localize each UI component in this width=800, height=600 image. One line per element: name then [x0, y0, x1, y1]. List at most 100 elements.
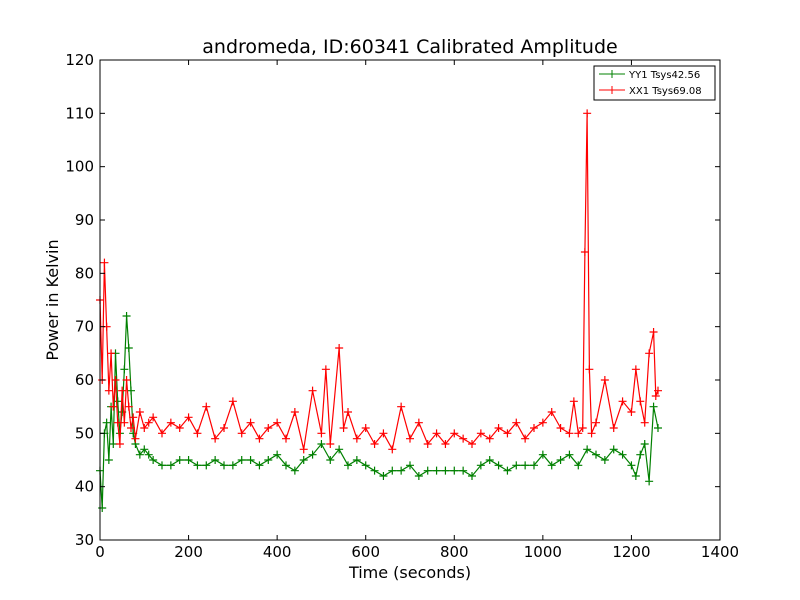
data-point — [166, 461, 175, 470]
data-point — [476, 429, 485, 438]
data-point — [587, 429, 596, 438]
data-point — [344, 461, 352, 470]
data-point — [228, 397, 237, 406]
data-point — [102, 418, 111, 427]
data-point — [158, 429, 166, 438]
data-point — [530, 461, 538, 470]
data-point — [370, 466, 379, 475]
data-point — [569, 397, 578, 406]
data-point — [538, 418, 547, 427]
data-point — [636, 450, 645, 459]
data-point — [583, 445, 592, 454]
data-point — [379, 429, 388, 438]
data-point — [640, 418, 649, 427]
data-point — [290, 466, 299, 475]
legend-entry-yy1: YY1 Tsys42.56 — [599, 70, 700, 81]
x-tick-label: 800 — [440, 543, 469, 561]
y-tick-label: 110 — [65, 104, 94, 122]
data-point — [565, 429, 574, 438]
data-point — [352, 456, 361, 464]
data-point — [654, 424, 662, 432]
data-point — [609, 445, 618, 454]
data-point — [432, 429, 441, 438]
data-point — [441, 466, 450, 475]
data-point — [129, 413, 138, 422]
data-point — [388, 445, 397, 454]
data-point — [335, 344, 344, 352]
x-axis-label: Time (seconds) — [348, 563, 471, 582]
data-point — [118, 386, 127, 395]
data-point — [618, 397, 627, 406]
data-point — [547, 461, 556, 470]
data-point — [246, 418, 255, 427]
data-point — [193, 461, 202, 470]
data-point — [494, 461, 503, 470]
data-point — [485, 456, 494, 464]
x-axis: 0 200 400 600 800 1000 1200 1400 — [95, 60, 739, 561]
data-point — [273, 450, 282, 459]
data-point — [202, 461, 211, 470]
data-point — [361, 461, 370, 470]
data-point — [494, 424, 503, 432]
data-point — [556, 456, 565, 464]
data-point — [344, 408, 352, 416]
data-point — [122, 312, 131, 320]
data-point — [202, 402, 211, 411]
plot-area — [96, 109, 662, 512]
data-point — [308, 450, 317, 459]
data-point — [339, 424, 348, 432]
y-tick-label: 30 — [75, 531, 94, 549]
data-point — [122, 376, 131, 384]
data-point — [120, 365, 129, 374]
data-point — [184, 456, 193, 464]
data-point — [609, 424, 618, 432]
data-point — [521, 461, 530, 470]
data-point — [299, 445, 308, 454]
data-point — [432, 466, 441, 475]
data-point — [649, 328, 658, 336]
data-point — [352, 434, 361, 443]
data-point — [645, 349, 654, 358]
data-point — [124, 344, 133, 352]
data-point — [450, 466, 459, 475]
series-xx1 — [96, 109, 662, 454]
chart-title: andromeda, ID:60341 Calibrated Amplitude — [202, 36, 617, 58]
data-point — [565, 450, 574, 459]
data-point — [273, 418, 282, 427]
data-point — [100, 258, 109, 267]
y-tick-label: 70 — [75, 318, 94, 336]
data-point — [627, 408, 636, 416]
series-yy1 — [96, 312, 662, 512]
data-point — [140, 424, 149, 432]
series-line — [99, 315, 659, 509]
legend-box — [593, 65, 716, 101]
data-point — [512, 418, 521, 427]
data-point — [547, 408, 556, 416]
data-point — [450, 429, 459, 438]
data-point — [388, 466, 397, 475]
data-point — [631, 472, 640, 480]
data-point — [282, 461, 290, 470]
y-tick-label: 80 — [75, 264, 94, 282]
data-point — [414, 472, 423, 480]
data-point — [645, 477, 654, 486]
data-point — [406, 461, 414, 470]
y-tick-label: 90 — [75, 211, 94, 229]
data-point — [468, 440, 476, 448]
data-point — [574, 461, 583, 470]
data-point — [441, 440, 450, 448]
data-point — [149, 456, 158, 464]
data-point — [578, 424, 587, 432]
data-point — [583, 109, 592, 118]
data-point — [379, 472, 388, 480]
data-point — [264, 424, 273, 432]
data-point — [476, 461, 485, 470]
data-point — [406, 434, 414, 443]
data-point — [335, 445, 344, 454]
data-point — [109, 402, 118, 411]
data-point — [135, 408, 144, 416]
x-tick-label: 600 — [351, 543, 380, 561]
data-point — [503, 429, 512, 438]
data-point — [193, 429, 202, 438]
